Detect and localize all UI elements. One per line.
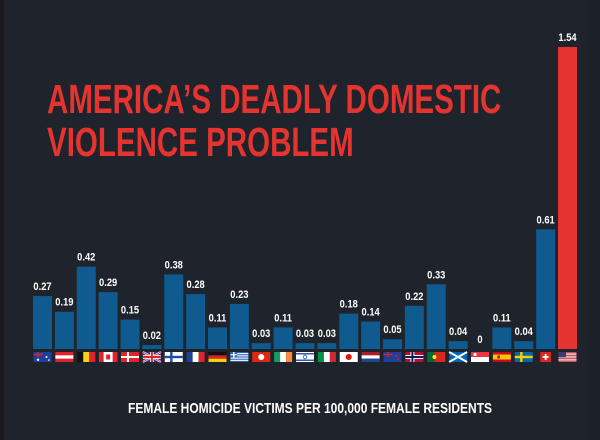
flag-icon-new-zealand — [383, 352, 402, 362]
flag-icon-united-kingdom — [142, 351, 162, 363]
value-label-netherlands: 0.14 — [362, 307, 380, 319]
bar-new-zealand — [383, 339, 402, 349]
flag-icon-switzerland — [540, 352, 552, 362]
flag-icon-austria — [55, 352, 74, 362]
flag-icon-portugal — [427, 352, 446, 362]
left-edge — [0, 0, 4, 440]
flag-icon-scotland — [448, 351, 468, 363]
flag-icon-belgium — [77, 352, 96, 362]
bar-spain — [492, 327, 512, 349]
value-label-finland: 0.38 — [165, 260, 183, 272]
value-label-israel: 0.03 — [296, 328, 314, 340]
bar-netherlands — [361, 321, 381, 349]
bar-australia — [33, 296, 52, 349]
flag-icon-germany — [208, 352, 227, 362]
bar-switzerland — [536, 229, 556, 349]
flag-icon-denmark — [121, 352, 139, 362]
bar-united-states — [558, 47, 577, 349]
value-label-austria: 0.19 — [55, 297, 73, 309]
bar-denmark — [120, 319, 140, 349]
chart-title: AMERICA’S DEADLY DOMESTIC VIOLENCE PROBL… — [47, 78, 501, 164]
value-label-spain: 0.11 — [493, 313, 511, 325]
flag-icon-israel — [296, 352, 314, 362]
flag-icon-france — [186, 352, 205, 362]
bar-scotland — [448, 341, 468, 349]
value-label-new-zealand: 0.05 — [383, 325, 401, 337]
value-label-singapore: 0 — [477, 334, 482, 346]
bar-finland — [164, 274, 184, 349]
value-label-united-states: 1.54 — [558, 32, 576, 44]
flag-icon-finland — [164, 352, 183, 362]
flag-icon-italy — [317, 352, 336, 362]
flag-icon-hong-kong — [252, 352, 271, 362]
flag-icon-united-states — [558, 352, 577, 362]
bar-greece — [229, 303, 249, 349]
value-label-ireland: 0.11 — [274, 313, 292, 325]
value-label-hong-kong: 0.03 — [252, 328, 270, 340]
bar-austria — [54, 311, 74, 349]
value-label-norway: 0.22 — [405, 291, 423, 303]
bar-united-kingdom — [142, 345, 162, 349]
bar-italy — [317, 343, 337, 349]
value-label-canada: 0.29 — [99, 278, 117, 290]
right-edge — [588, 0, 600, 440]
value-label-denmark: 0.15 — [121, 305, 139, 317]
bar-portugal — [426, 284, 446, 349]
flag-icon-singapore — [471, 352, 489, 362]
value-label-france: 0.28 — [187, 279, 205, 291]
flag-icon-greece — [230, 352, 249, 362]
bar-sweden — [514, 341, 534, 349]
chart-title-line-2: VIOLENCE PROBLEM — [47, 119, 354, 165]
bar-belgium — [76, 266, 96, 349]
flag-icon-australia — [33, 352, 52, 362]
bar-ireland — [273, 327, 293, 349]
value-label-switzerland: 0.61 — [537, 215, 555, 227]
value-label-scotland: 0.04 — [449, 327, 467, 339]
value-label-italy: 0.03 — [318, 328, 336, 340]
bar-japan — [339, 313, 359, 349]
value-label-australia: 0.27 — [33, 281, 51, 293]
flag-icon-netherlands — [361, 352, 380, 362]
value-label-greece: 0.23 — [230, 289, 248, 301]
bar-canada — [98, 292, 118, 349]
bar-israel — [295, 343, 315, 349]
flag-icon-ireland — [274, 352, 293, 362]
flag-icon-spain — [492, 352, 511, 362]
value-label-belgium: 0.42 — [77, 252, 95, 264]
flag-icon-japan — [339, 352, 358, 362]
value-label-germany: 0.11 — [209, 313, 227, 325]
flag-icon-canada — [99, 352, 118, 362]
chart-title-line-1: AMERICA’S DEADLY DOMESTIC — [47, 76, 502, 122]
bar-france — [186, 294, 206, 349]
value-label-portugal: 0.33 — [427, 270, 445, 282]
flag-icon-sweden — [514, 352, 533, 362]
value-label-united-kingdom: 0.02 — [143, 330, 161, 342]
bar-germany — [208, 327, 227, 349]
flag-icon-norway — [405, 352, 424, 362]
value-label-japan: 0.18 — [340, 299, 358, 311]
value-label-sweden: 0.04 — [515, 327, 533, 339]
x-axis-label: FEMALE HOMICIDE VICTIMS PER 100,000 FEMA… — [128, 400, 493, 417]
bar-hong-kong — [251, 343, 271, 349]
bar-norway — [404, 305, 424, 349]
